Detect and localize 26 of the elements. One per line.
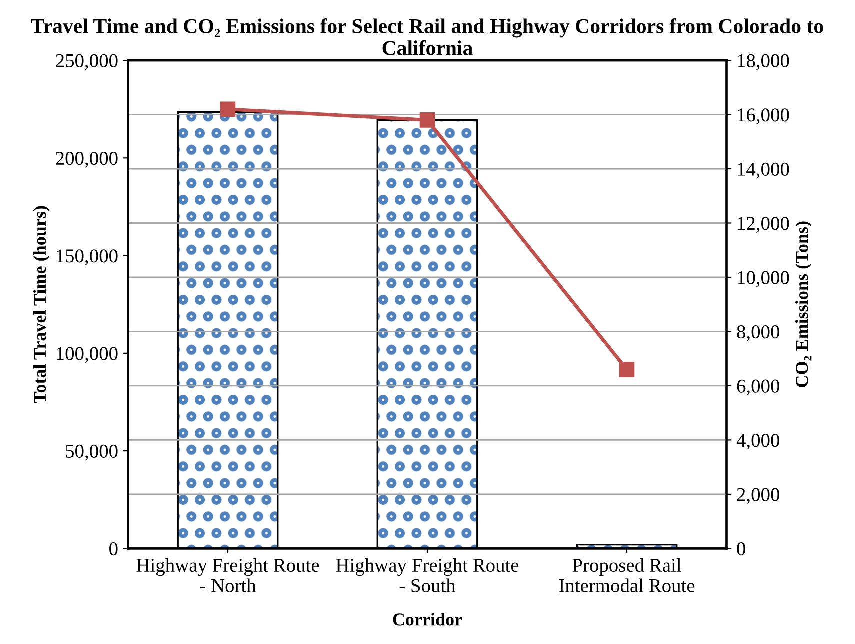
y2-tick-label: 0 <box>737 542 746 556</box>
point <box>420 112 436 128</box>
y2-axis-title: CO₂ Emissions (Tons) <box>796 222 812 388</box>
y2-tick-label: 2,000 <box>737 488 780 504</box>
chart-title: Travel Time and CO₂ Emissions for Select Rail and Highway Corridors from Colorado to California <box>31 18 824 56</box>
y-tick-label: 100,000 <box>57 347 118 364</box>
y2-tick-label: 10,000 <box>738 271 790 288</box>
y2-tick-label: 12,000 <box>738 217 790 233</box>
y-tick-label: 250,000 <box>56 54 118 70</box>
y2-tick-label: 8,000 <box>737 326 780 342</box>
x-tick-label: Proposed Rail Intermodal Route <box>559 558 695 592</box>
y-tick-label: 50,000 <box>66 444 118 461</box>
y2-tick-label: 18,000 <box>738 54 790 70</box>
y2-tick-label: 6,000 <box>737 380 780 396</box>
y-tick-label: 150,000 <box>57 250 118 266</box>
x-axis-title: Corridor <box>393 613 462 626</box>
x-tick-label: Highway Freight Route - North <box>136 558 320 592</box>
y-tick-label: 0 <box>110 542 118 556</box>
y2-tick-label: 14,000 <box>738 162 790 179</box>
y-axis-title: Total Travel Time (hours) <box>33 206 50 404</box>
point <box>220 102 236 117</box>
y2-tick-label: 4,000 <box>736 434 780 450</box>
y2-tick-label: 16,000 <box>738 108 790 125</box>
x-tick-label: Highway Freight Route - South <box>336 558 519 592</box>
point <box>619 362 635 378</box>
y-tick-label: 200,000 <box>56 152 118 168</box>
